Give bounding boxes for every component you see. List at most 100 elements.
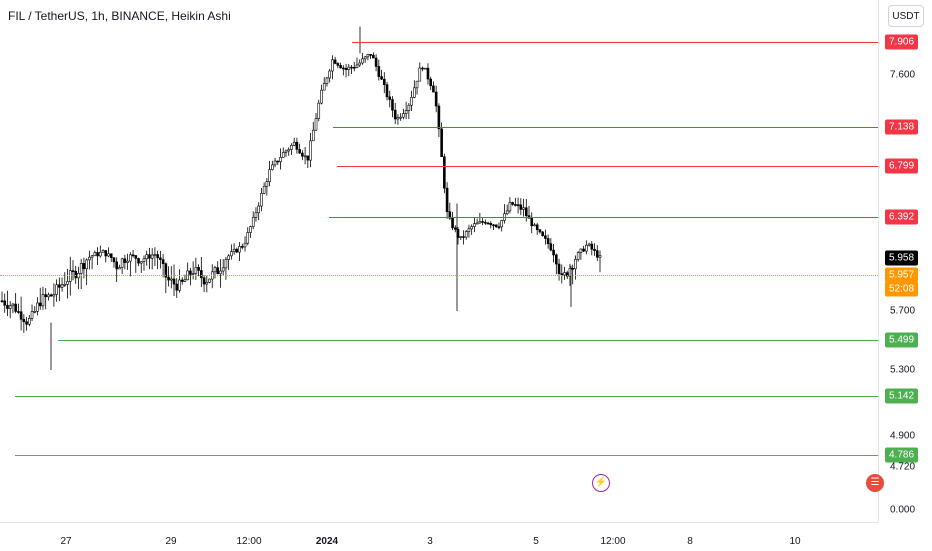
candle-body	[590, 243, 594, 250]
price-tick: 4.720	[890, 461, 916, 473]
candle-body	[254, 212, 258, 218]
level-line[interactable]	[329, 217, 878, 218]
candle-body	[555, 254, 558, 265]
candle-body	[159, 257, 162, 260]
candle-body	[205, 281, 209, 285]
candle-body	[361, 58, 364, 64]
time-tick: 12:00	[236, 536, 262, 547]
candle-body	[484, 221, 487, 224]
candle-body	[71, 270, 75, 272]
candle-body	[268, 169, 271, 183]
candle-body	[486, 222, 490, 225]
candle-body	[142, 258, 146, 263]
candle-body	[82, 263, 86, 270]
candle-body	[492, 224, 495, 227]
candle-body	[533, 224, 536, 227]
level-line[interactable]	[15, 396, 878, 397]
level-line[interactable]	[337, 166, 878, 167]
candle-body	[579, 248, 583, 253]
candle-body	[189, 270, 192, 275]
candle-body	[139, 261, 143, 264]
candle-body	[120, 258, 124, 268]
lightning-bolt-icon[interactable]: ⚡	[592, 474, 610, 492]
candle-body	[475, 222, 479, 225]
level-line[interactable]	[333, 127, 878, 128]
level-line[interactable]	[15, 455, 878, 456]
candle-body	[14, 303, 17, 312]
candle-body	[333, 59, 337, 64]
time-tick: 3	[427, 536, 433, 547]
candle-body	[227, 255, 230, 260]
time-tick-year: 2024	[315, 536, 339, 547]
candle-body	[393, 109, 397, 120]
candle-body	[342, 67, 345, 70]
candle-body	[137, 258, 140, 264]
candle-body	[6, 304, 9, 309]
level-price-tag: 4.786	[885, 447, 918, 463]
level-line[interactable]	[58, 340, 878, 341]
candle-body	[309, 140, 312, 161]
level-price-tag: 5.142	[885, 388, 918, 404]
candle-body	[55, 284, 58, 295]
candle-body	[516, 204, 520, 206]
candle-body	[79, 263, 83, 274]
candle-body	[90, 255, 94, 258]
candle-body	[336, 63, 340, 66]
candle-body	[235, 248, 239, 253]
candle-body	[167, 276, 170, 281]
candle-body	[391, 99, 394, 111]
candle-body	[221, 267, 225, 272]
candle-body	[322, 83, 326, 91]
candle-body	[240, 246, 244, 248]
candle-body	[549, 243, 553, 251]
us-flag-icon[interactable]: ☰	[866, 474, 884, 492]
candle-body	[251, 217, 255, 227]
candle-body	[88, 256, 91, 261]
last-price-tag: 5.957	[885, 267, 918, 283]
candle-body	[331, 59, 334, 72]
candle-body	[440, 128, 443, 158]
candle-body	[459, 236, 463, 238]
candle-body	[388, 96, 392, 100]
candle-body	[104, 250, 108, 257]
candle-body	[524, 207, 528, 216]
candle-body	[172, 278, 176, 285]
candle-body	[410, 97, 413, 106]
candle-body	[0, 300, 4, 303]
candle-body	[52, 294, 56, 297]
time-axis[interactable]	[0, 522, 878, 551]
currency-button[interactable]: USDT	[888, 5, 924, 27]
chart-plot-area[interactable]	[0, 0, 878, 522]
candle-body	[49, 294, 53, 297]
time-tick: 29	[165, 536, 177, 547]
candle-body	[202, 277, 206, 285]
candle-body	[281, 152, 285, 158]
candle-body	[213, 267, 217, 273]
level-price-tag: 6.799	[885, 158, 918, 174]
candle-body	[148, 254, 151, 259]
candle-body	[33, 311, 37, 313]
level-price-tag: 7.906	[885, 34, 918, 50]
candle-body	[576, 252, 580, 260]
candle-body	[194, 267, 198, 274]
candle-body	[257, 205, 260, 214]
candle-body	[19, 311, 23, 320]
candle-body	[85, 259, 88, 270]
price-tick: 5.300	[890, 364, 916, 376]
candle-body	[530, 217, 534, 227]
candle-body	[527, 215, 531, 219]
price-tick: 5.700	[890, 305, 916, 317]
candle-body	[478, 221, 482, 224]
candle-body	[243, 242, 247, 248]
candle-body	[557, 263, 561, 274]
level-line[interactable]	[352, 42, 878, 43]
time-tick: 12:00	[600, 536, 626, 547]
level-price-tag: 6.392	[885, 209, 918, 225]
candle-body	[232, 248, 236, 252]
candle-body	[8, 305, 12, 309]
price-tick: 0.000	[890, 504, 916, 516]
candle-body	[418, 67, 422, 82]
candle-body	[317, 102, 321, 119]
candle-body	[407, 104, 411, 111]
candle-body	[396, 117, 400, 120]
